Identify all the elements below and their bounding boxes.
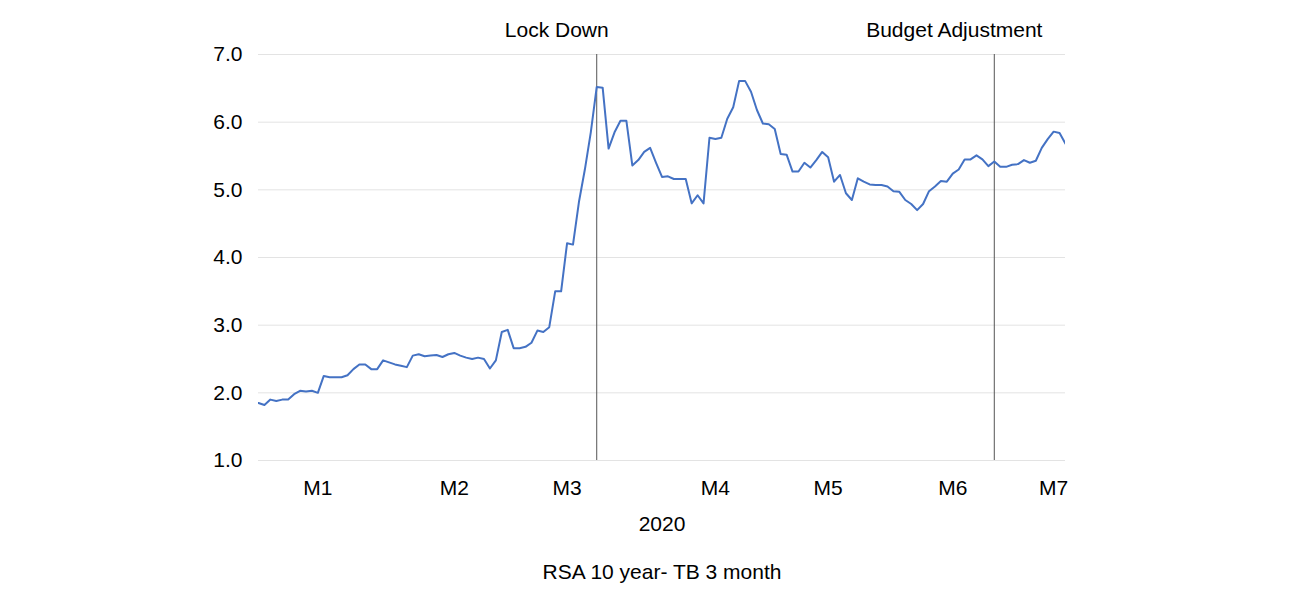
svg-text:1.0: 1.0 bbox=[213, 448, 242, 471]
svg-text:M4: M4 bbox=[701, 476, 730, 499]
svg-text:RSA 10 year- TB 3 month: RSA 10 year- TB 3 month bbox=[543, 560, 782, 583]
svg-text:M6: M6 bbox=[938, 476, 967, 499]
svg-text:6.0: 6.0 bbox=[213, 110, 242, 133]
svg-text:3.0: 3.0 bbox=[213, 313, 242, 336]
svg-text:2.0: 2.0 bbox=[213, 381, 242, 404]
svg-text:5.0: 5.0 bbox=[213, 178, 242, 201]
svg-text:M1: M1 bbox=[303, 476, 332, 499]
svg-text:2020: 2020 bbox=[639, 512, 686, 535]
svg-text:Budget Adjustment: Budget Adjustment bbox=[866, 18, 1042, 41]
svg-text:M7: M7 bbox=[1039, 476, 1068, 499]
svg-text:M3: M3 bbox=[552, 476, 581, 499]
svg-text:Lock Down: Lock Down bbox=[505, 18, 609, 41]
svg-text:M5: M5 bbox=[814, 476, 843, 499]
svg-text:4.0: 4.0 bbox=[213, 245, 242, 268]
svg-text:7.0: 7.0 bbox=[213, 42, 242, 65]
svg-text:M2: M2 bbox=[440, 476, 469, 499]
